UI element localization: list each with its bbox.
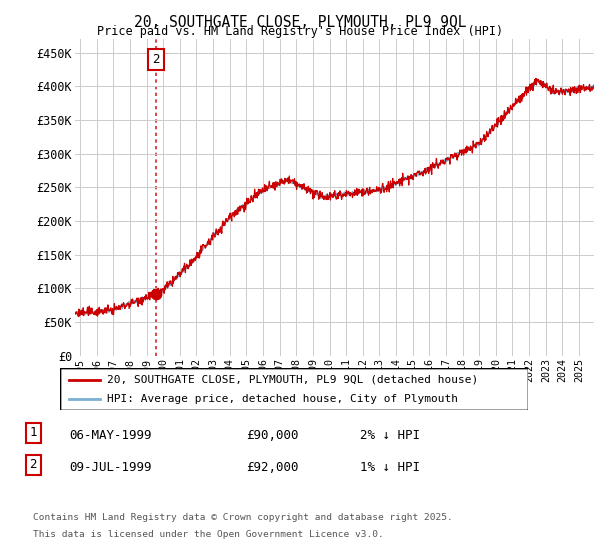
- Text: 20, SOUTHGATE CLOSE, PLYMOUTH, PL9 9QL (detached house): 20, SOUTHGATE CLOSE, PLYMOUTH, PL9 9QL (…: [107, 375, 478, 385]
- Text: Contains HM Land Registry data © Crown copyright and database right 2025.: Contains HM Land Registry data © Crown c…: [33, 514, 453, 522]
- Text: 2: 2: [29, 458, 37, 472]
- Point: [151, 289, 160, 298]
- FancyBboxPatch shape: [60, 368, 528, 410]
- Text: £92,000: £92,000: [246, 461, 299, 474]
- Text: £90,000: £90,000: [246, 429, 299, 442]
- Text: 2% ↓ HPI: 2% ↓ HPI: [360, 429, 420, 442]
- Text: HPI: Average price, detached house, City of Plymouth: HPI: Average price, detached house, City…: [107, 394, 458, 404]
- Text: 09-JUL-1999: 09-JUL-1999: [69, 461, 151, 474]
- Text: Price paid vs. HM Land Registry's House Price Index (HPI): Price paid vs. HM Land Registry's House …: [97, 25, 503, 38]
- Text: 2: 2: [152, 53, 160, 66]
- Text: 20, SOUTHGATE CLOSE, PLYMOUTH, PL9 9QL: 20, SOUTHGATE CLOSE, PLYMOUTH, PL9 9QL: [134, 15, 466, 30]
- Text: 1: 1: [29, 426, 37, 440]
- Text: This data is licensed under the Open Government Licence v3.0.: This data is licensed under the Open Gov…: [33, 530, 384, 539]
- Text: 06-MAY-1999: 06-MAY-1999: [69, 429, 151, 442]
- Text: 1% ↓ HPI: 1% ↓ HPI: [360, 461, 420, 474]
